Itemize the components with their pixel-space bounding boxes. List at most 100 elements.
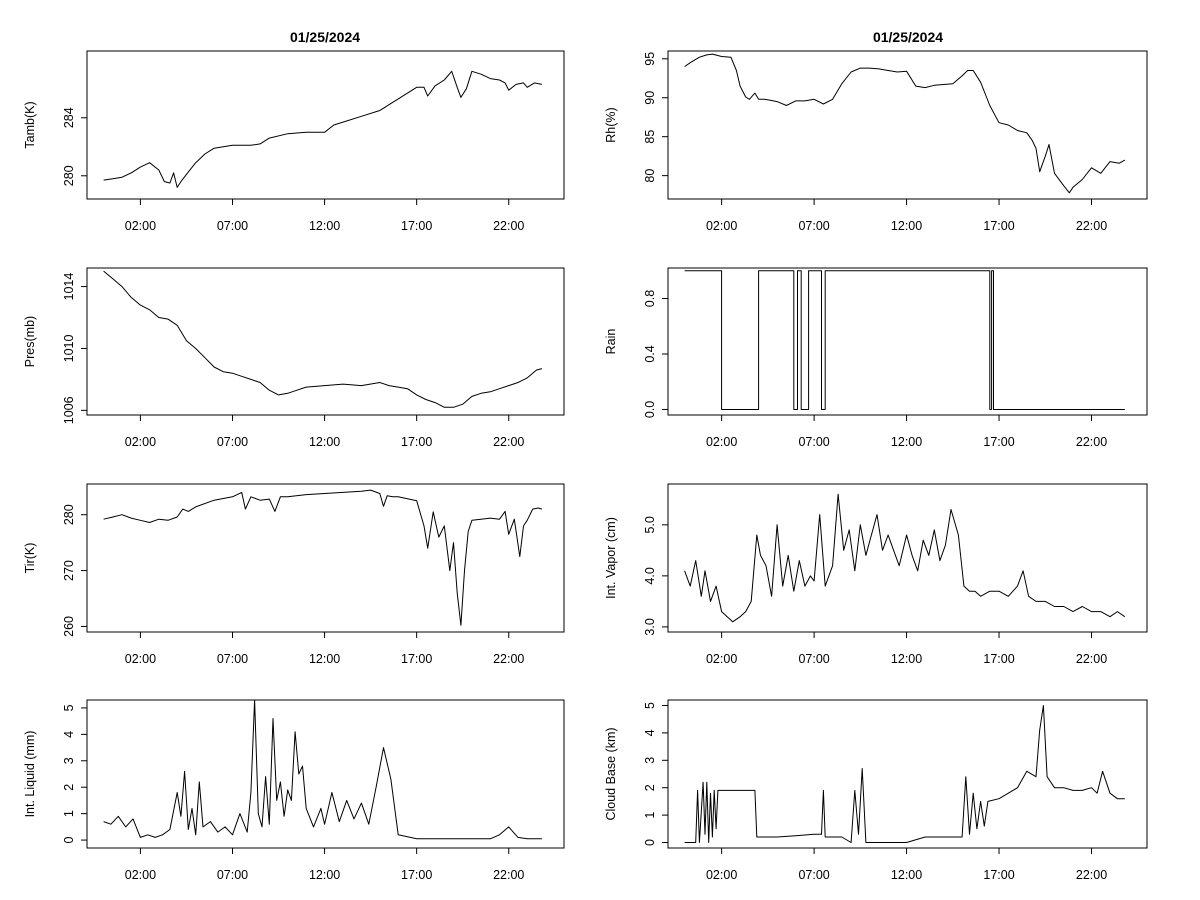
x-tick-label: 12:00 bbox=[891, 219, 922, 233]
y-tick-label: 284 bbox=[62, 107, 76, 128]
x-tick-label: 07:00 bbox=[217, 652, 248, 666]
x-tick-label: 02:00 bbox=[125, 219, 156, 233]
y-tick-label: 4.0 bbox=[643, 567, 657, 584]
y-axis-label: Cloud Base (km) bbox=[604, 727, 618, 820]
panel-6: 02:00 07:00 12:00 17:00 22:00 3.0 4.0 5.0 Int. V… bbox=[604, 483, 1148, 666]
plot-frame bbox=[86, 267, 565, 416]
y-tick-label: 3.0 bbox=[643, 618, 657, 635]
panel-5: 02:00 07:00 12:00 17:00 22:00 260 270 280 Tir(K) bbox=[23, 483, 565, 666]
series-line bbox=[684, 270, 1125, 410]
x-tick-label: 07:00 bbox=[798, 868, 829, 882]
panel-3: 02:00 07:00 12:00 17:00 22:00 1006 1010 1014 Pre… bbox=[23, 267, 565, 449]
x-tick-label: 07:00 bbox=[217, 435, 248, 449]
x-tick-label: 12:00 bbox=[309, 435, 340, 449]
panel-1: 02:00 07:00 12:00 17:00 22:00 280 284 Tamb(K) bbox=[23, 50, 565, 233]
x-tick-label: 02:00 bbox=[125, 868, 156, 882]
y-axis-label: Pres(mb) bbox=[23, 316, 37, 367]
y-tick-label: 0.0 bbox=[643, 401, 657, 418]
x-tick-label: 12:00 bbox=[891, 435, 922, 449]
x-tick-label: 12:00 bbox=[309, 652, 340, 666]
y-tick-label: 80 bbox=[643, 169, 657, 183]
panel-7: 02:00 07:00 12:00 17:00 22:00 0 1 2 3 4 5 Int. Liqu… bbox=[23, 699, 565, 882]
series-line bbox=[103, 270, 543, 408]
x-tick-label: 17:00 bbox=[983, 435, 1014, 449]
y-axis-label: Int. Vapor (cm) bbox=[604, 517, 618, 599]
y-axis-label: Rh(%) bbox=[604, 107, 618, 142]
x-tick-label: 07:00 bbox=[798, 435, 829, 449]
x-tick-label: 02:00 bbox=[706, 219, 737, 233]
x-tick-label: 07:00 bbox=[798, 652, 829, 666]
x-tick-label: 17:00 bbox=[983, 652, 1014, 666]
y-tick-label: 2 bbox=[643, 784, 657, 791]
x-tick-label: 12:00 bbox=[309, 868, 340, 882]
y-tick-label: 3 bbox=[62, 757, 76, 764]
y-tick-label: 4 bbox=[62, 731, 76, 738]
series-line bbox=[103, 699, 542, 840]
x-tick-label: 17:00 bbox=[401, 435, 432, 449]
panel-8: 02:00 07:00 12:00 17:00 22:00 0 1 2 3 4 5 Cloud Bas… bbox=[604, 699, 1148, 882]
y-tick-label: 270 bbox=[62, 560, 76, 581]
plot-frame bbox=[667, 50, 1148, 200]
x-tick-label: 22:00 bbox=[1076, 868, 1107, 882]
x-tick-label: 12:00 bbox=[309, 219, 340, 233]
y-tick-label: 1014 bbox=[62, 273, 76, 301]
y-axis-label: Tir(K) bbox=[23, 543, 37, 574]
x-tick-label: 22:00 bbox=[1076, 435, 1107, 449]
x-tick-label: 07:00 bbox=[217, 868, 248, 882]
y-tick-label: 4 bbox=[643, 729, 657, 736]
y-tick-label: 95 bbox=[643, 52, 657, 66]
plot-frame bbox=[86, 483, 565, 633]
y-tick-label: 280 bbox=[62, 504, 76, 525]
y-tick-label: 0 bbox=[643, 839, 657, 846]
y-axis-label: Int. Liquid (mm) bbox=[23, 731, 37, 818]
series-line bbox=[684, 705, 1125, 843]
y-tick-label: 5 bbox=[643, 702, 657, 709]
x-tick-label: 12:00 bbox=[891, 868, 922, 882]
chart-title-left: 01/25/2024 bbox=[290, 29, 360, 45]
y-tick-label: 90 bbox=[643, 91, 657, 105]
x-tick-label: 22:00 bbox=[493, 219, 524, 233]
x-tick-label: 12:00 bbox=[891, 652, 922, 666]
x-tick-label: 02:00 bbox=[125, 652, 156, 666]
y-tick-label: 0.4 bbox=[643, 345, 657, 362]
y-tick-label: 3 bbox=[643, 757, 657, 764]
plot-frame bbox=[86, 50, 565, 200]
y-tick-label: 0 bbox=[62, 837, 76, 844]
y-tick-label: 1 bbox=[62, 810, 76, 817]
x-tick-label: 22:00 bbox=[1076, 219, 1107, 233]
x-tick-label: 02:00 bbox=[706, 652, 737, 666]
y-axis-label: Tamb(K) bbox=[23, 101, 37, 148]
series-line bbox=[103, 489, 543, 626]
y-tick-label: 1006 bbox=[62, 396, 76, 424]
plot-frame bbox=[667, 699, 1148, 849]
x-tick-label: 22:00 bbox=[493, 868, 524, 882]
x-tick-label: 07:00 bbox=[798, 219, 829, 233]
y-tick-label: 1 bbox=[643, 812, 657, 819]
series-line bbox=[103, 70, 542, 188]
x-tick-label: 17:00 bbox=[401, 652, 432, 666]
y-axis-label: Rain bbox=[604, 329, 618, 355]
series-line bbox=[684, 493, 1126, 623]
plot-frame bbox=[86, 699, 565, 849]
y-tick-label: 1010 bbox=[62, 335, 76, 363]
series-line bbox=[684, 53, 1126, 194]
y-tick-label: 5.0 bbox=[643, 516, 657, 533]
plot-frame bbox=[667, 483, 1148, 633]
x-tick-label: 22:00 bbox=[493, 652, 524, 666]
y-tick-label: 0.8 bbox=[643, 290, 657, 307]
plot-frame bbox=[667, 267, 1148, 416]
panel-4: 02:00 07:00 12:00 17:00 22:00 0.0 0.4 0.8 Rain bbox=[604, 267, 1148, 449]
y-tick-label: 5 bbox=[62, 704, 76, 711]
y-tick-label: 2 bbox=[62, 784, 76, 791]
x-tick-label: 02:00 bbox=[125, 435, 156, 449]
y-tick-label: 260 bbox=[62, 616, 76, 637]
x-tick-label: 22:00 bbox=[493, 435, 524, 449]
x-tick-label: 17:00 bbox=[983, 219, 1014, 233]
x-tick-label: 17:00 bbox=[983, 868, 1014, 882]
x-tick-label: 17:00 bbox=[401, 868, 432, 882]
y-tick-label: 85 bbox=[643, 130, 657, 144]
x-tick-label: 02:00 bbox=[706, 435, 737, 449]
x-tick-label: 02:00 bbox=[706, 868, 737, 882]
x-tick-label: 22:00 bbox=[1076, 652, 1107, 666]
